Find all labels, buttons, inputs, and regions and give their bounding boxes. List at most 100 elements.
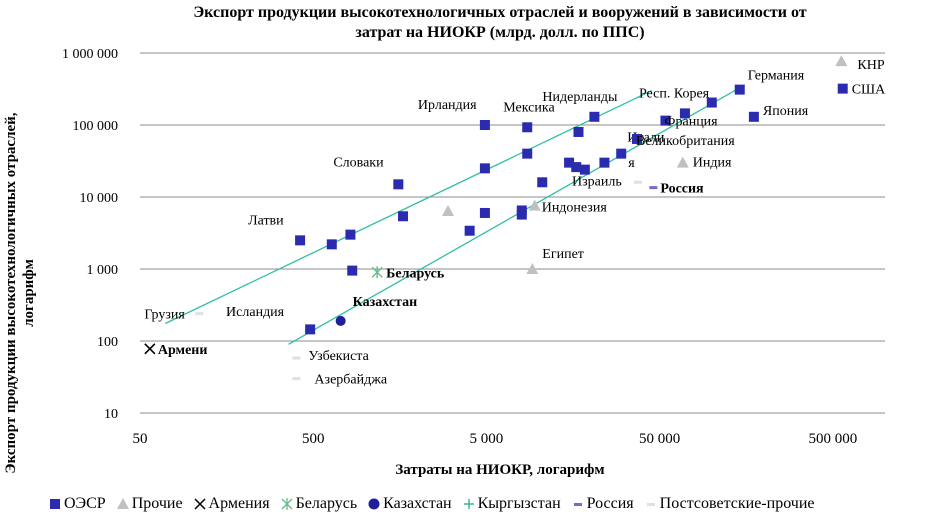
data-point — [292, 356, 301, 360]
data-label: Нидерланды — [542, 90, 618, 105]
data-point — [195, 312, 204, 316]
data-label: Великобритания — [636, 134, 735, 149]
data-point — [573, 126, 584, 137]
y-tick-label: 1 000 000 — [62, 47, 118, 62]
data-label: Азербайджа — [314, 373, 387, 388]
legend-item: Прочие — [116, 495, 183, 513]
legend-item: ОЭСР — [48, 495, 106, 513]
legend-marker-icon — [50, 499, 60, 509]
data-point — [228, 309, 237, 313]
legend-label: Армения — [208, 495, 270, 512]
legend-item: Постсоветские-прочие — [644, 495, 815, 513]
data-point — [295, 235, 306, 246]
x-tick-label: 500 000 — [808, 431, 857, 447]
legend-label: Прочие — [131, 495, 183, 512]
data-point — [305, 324, 316, 335]
legend-label: Россия — [586, 495, 634, 512]
legend-marker-icon — [573, 503, 582, 506]
data-label: Словаки — [333, 155, 384, 170]
data-point — [522, 122, 533, 133]
chart-title-line2: затрат на НИОКР (млрд. долл. по ППС) — [355, 24, 645, 41]
data-point — [292, 377, 301, 381]
legend-marker-icon — [116, 498, 129, 509]
data-point — [599, 157, 610, 168]
chart-legend: ОЭСР Прочие Армения Беларусь Казахстан Кыргыз… — [48, 494, 825, 514]
data-point — [616, 148, 627, 159]
data-label: Узбекиста — [308, 349, 369, 364]
legend-label: Кыргызстан — [477, 495, 561, 512]
y-tick-label: 10 000 — [80, 191, 119, 206]
data-label: Ирландия — [418, 98, 477, 113]
scatter-plot: 10 100 1 000 10 000 100 000 1 000 000 50 500 5 0… — [62, 47, 886, 447]
data-point — [589, 111, 600, 122]
data-point — [564, 157, 575, 168]
data-label: Франция — [664, 115, 718, 130]
y-tick-label: 1 000 — [87, 263, 119, 278]
legend-item: Казахстан — [367, 495, 452, 513]
y-tick-label: 100 000 — [73, 119, 119, 134]
legend-item: Кыргызстан — [462, 495, 561, 513]
data-label: Грузия — [144, 308, 185, 323]
legend-item: Беларусь — [280, 495, 358, 513]
data-point — [526, 263, 539, 274]
data-point — [835, 55, 848, 67]
data-point — [660, 115, 671, 126]
data-label: Респ. Корея — [639, 86, 710, 101]
data-point — [326, 239, 337, 250]
x-tick-label: 50 000 — [639, 431, 680, 447]
data-label: США — [852, 83, 886, 98]
trendline — [288, 84, 746, 345]
data-point — [706, 97, 717, 108]
x-axis-label: Затраты на НИОКР, логарифм — [395, 462, 605, 478]
data-point — [837, 83, 848, 94]
legend-marker-icon — [463, 499, 474, 509]
x-tick-label: 500 — [302, 431, 325, 447]
data-point — [579, 164, 590, 175]
data-point — [571, 162, 582, 173]
data-label: Россия — [660, 182, 704, 197]
legend-marker-icon — [281, 498, 293, 510]
data-point — [464, 225, 475, 236]
data-point — [748, 111, 759, 122]
legend-marker-icon — [368, 498, 380, 510]
data-point — [522, 148, 533, 159]
data-label: Индонезия — [542, 201, 608, 216]
x-tick-label: 5 000 — [470, 431, 504, 447]
data-label: КНР — [857, 58, 884, 73]
data-point — [371, 266, 383, 279]
legend-label: Беларусь — [295, 495, 358, 512]
data-point — [479, 207, 490, 218]
data-label: Египет — [542, 247, 584, 262]
y-tick-label: 10 — [104, 407, 118, 422]
legend-item: Россия — [571, 495, 634, 513]
data-label: Латви — [248, 213, 284, 228]
data-label: Казахстан — [353, 295, 418, 310]
data-point — [537, 177, 548, 188]
data-point — [347, 265, 358, 276]
data-label: Армени — [158, 343, 208, 358]
chart-title-line1: Экспорт продукции высокотехнологичных от… — [193, 4, 807, 21]
legend-label: Казахстан — [383, 495, 452, 512]
data-label: Япония — [763, 104, 809, 119]
data-point — [679, 108, 690, 119]
data-point — [528, 199, 541, 211]
data-point — [393, 179, 404, 190]
data-point — [442, 204, 455, 216]
data-label: Германия — [748, 69, 805, 84]
data-label: Израиль — [572, 174, 622, 189]
data-label: Исландия — [226, 305, 285, 320]
data-point — [516, 205, 527, 216]
data-point — [631, 133, 642, 144]
legend-label: ОЭСР — [64, 495, 106, 512]
data-point — [398, 211, 409, 222]
legend-marker-icon — [646, 503, 655, 506]
data-point — [345, 229, 356, 240]
data-point — [734, 84, 745, 95]
data-point — [144, 343, 156, 355]
data-label: я — [628, 156, 635, 171]
x-tick-label: 50 — [133, 431, 148, 447]
legend-label: Постсоветские-прочие — [659, 495, 815, 512]
chart-title: Экспорт продукции высокотехнологичных от… — [120, 3, 880, 43]
legend-marker-icon — [194, 498, 206, 510]
data-point — [479, 120, 490, 130]
